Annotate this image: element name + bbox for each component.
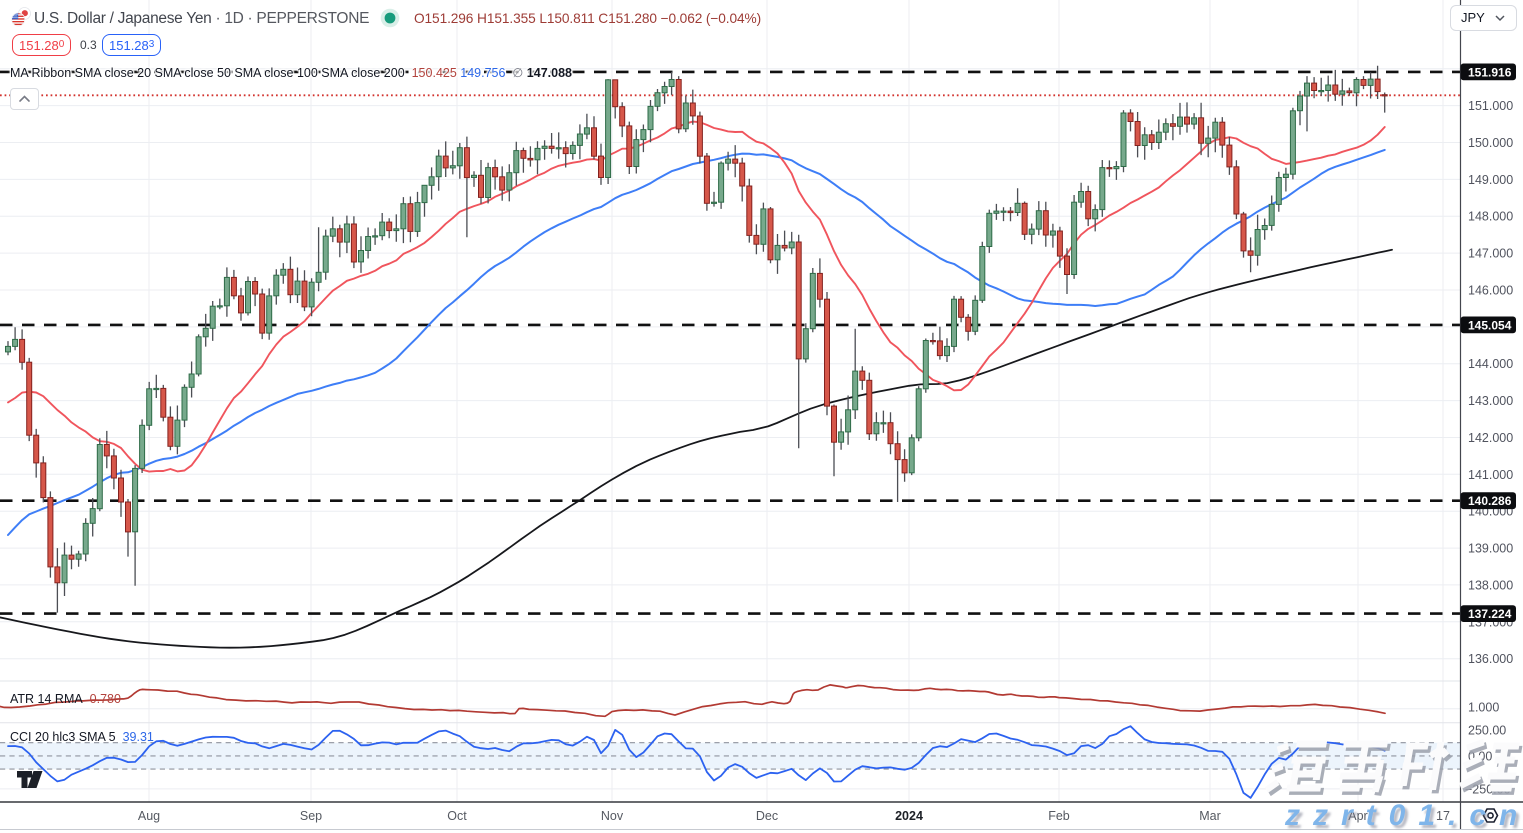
svg-text:17: 17 [1436, 809, 1450, 823]
svg-text:1.000: 1.000 [1468, 701, 1499, 715]
svg-text:140.286: 140.286 [1468, 494, 1512, 508]
svg-text:149.000: 149.000 [1468, 173, 1513, 187]
svg-text:Oct: Oct [447, 809, 467, 823]
svg-text:144.000: 144.000 [1468, 357, 1513, 371]
svg-text:148.000: 148.000 [1468, 210, 1513, 224]
svg-text:Dec: Dec [756, 809, 778, 823]
svg-text:141.000: 141.000 [1468, 468, 1513, 482]
svg-text:Sep: Sep [300, 809, 322, 823]
svg-text:137.224: 137.224 [1468, 607, 1512, 621]
svg-text:151.916: 151.916 [1468, 65, 1512, 79]
svg-text:138.000: 138.000 [1468, 578, 1513, 592]
svg-text:Feb: Feb [1048, 809, 1070, 823]
svg-text:136.000: 136.000 [1468, 652, 1513, 666]
svg-text:142.000: 142.000 [1468, 431, 1513, 445]
svg-text:Nov: Nov [601, 809, 624, 823]
svg-text:151.000: 151.000 [1468, 99, 1513, 113]
svg-text:Aug: Aug [138, 809, 160, 823]
svg-text:145.054: 145.054 [1468, 318, 1512, 332]
svg-text:Mar: Mar [1199, 809, 1221, 823]
svg-text:150.000: 150.000 [1468, 136, 1513, 150]
svg-text:139.000: 139.000 [1468, 542, 1513, 556]
svg-text:143.000: 143.000 [1468, 394, 1513, 408]
svg-text:147.000: 147.000 [1468, 247, 1513, 261]
svg-text:146.000: 146.000 [1468, 284, 1513, 298]
svg-text:250.00: 250.00 [1468, 724, 1506, 738]
svg-text:Apr: Apr [1348, 809, 1367, 823]
svg-text:2024: 2024 [895, 809, 923, 823]
